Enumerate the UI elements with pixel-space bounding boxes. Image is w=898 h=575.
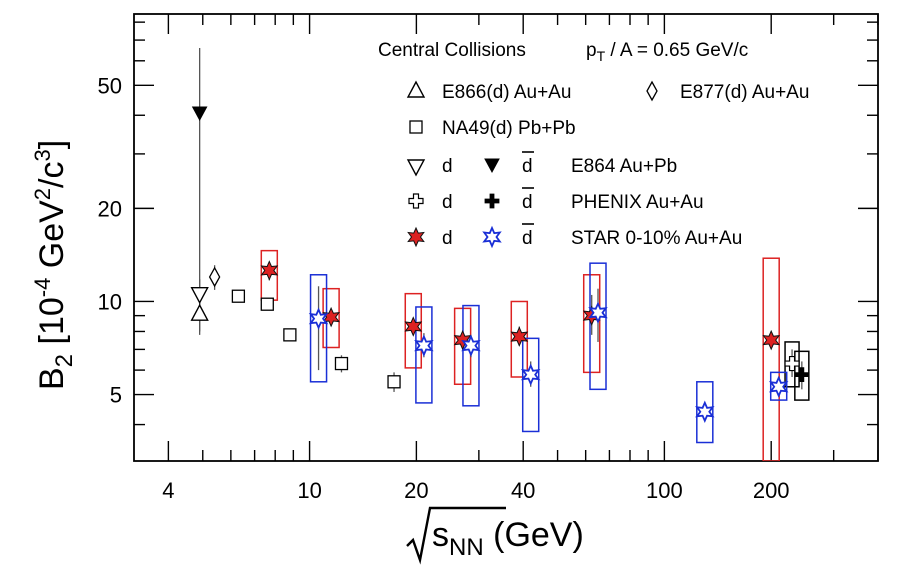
data-point	[322, 306, 340, 328]
systematic-box	[582, 274, 601, 374]
systematic-boxes	[260, 249, 810, 461]
legend-star-d-label: d	[442, 228, 453, 249]
data-point	[260, 260, 279, 281]
y-axis-title-rest2: GeV	[33, 200, 71, 278]
x-tick-label: 200	[753, 478, 790, 503]
x-axis-title-text: sNN (GeV)	[432, 516, 584, 561]
x-tick-labels: 4 10 20 40 100 200	[162, 478, 789, 503]
systematic-box	[510, 300, 529, 378]
systematic-box	[309, 274, 328, 383]
data-point	[784, 355, 800, 372]
legend-symbol-e866	[406, 80, 426, 98]
legend-symbol-phenix-dbar	[484, 193, 500, 209]
legend-e864-d-label: d	[442, 156, 453, 177]
plot-frame	[133, 13, 879, 462]
data-markers	[190, 106, 810, 423]
data-point	[260, 297, 274, 311]
systematic-box	[462, 304, 480, 407]
y-axis-title: B2 [10-4 GeV2/c3]	[30, 140, 78, 390]
systematic-box	[696, 381, 714, 444]
systematic-box	[521, 337, 540, 433]
data-point	[283, 328, 297, 342]
legend-symbol-na49	[409, 120, 423, 134]
legend-symbol-phenix-d	[408, 193, 424, 209]
data-point	[308, 307, 329, 330]
y-axis-title-sup1: -4	[30, 278, 55, 298]
data-point	[190, 286, 209, 305]
y-tick-labels: 5 10 20 50	[98, 73, 122, 407]
data-point	[510, 326, 529, 347]
x-tick-label: 40	[511, 478, 535, 503]
legend-phenix-dbar-label: d	[522, 192, 533, 213]
legend-symbol-e864-d	[406, 159, 426, 177]
legend-symbol-e864-dbar	[484, 158, 500, 174]
legend-header-pt: p	[586, 40, 597, 61]
axis-ticks	[134, 14, 879, 461]
legend-header: Central Collisions pT / A = 0.65 GeV/c	[378, 40, 748, 64]
y-tick-label: 10	[98, 289, 122, 314]
data-point	[404, 316, 423, 337]
y-axis-title-main: B	[33, 367, 71, 390]
systematic-box	[415, 306, 433, 404]
legend-star-label: STAR 0-10% Au+Au	[571, 228, 742, 249]
y-axis-title-rest1: [10	[33, 297, 71, 354]
legend-e864-label: E864 Au+Pb	[571, 156, 677, 177]
x-axis-title-main: s	[432, 516, 449, 554]
y-axis-title-sup3: 3	[30, 149, 55, 161]
y-tick-label: 20	[98, 196, 122, 221]
systematic-box	[589, 262, 607, 391]
legend-e877-label: E877(d) Au+Au	[680, 82, 809, 103]
data-point	[695, 400, 715, 423]
x-tick-label: 4	[162, 478, 174, 503]
legend-header-left: Central Collisions	[378, 40, 526, 61]
data-point	[794, 367, 810, 383]
legend-e864-dbar-label: d	[522, 156, 533, 177]
systematic-box	[762, 257, 780, 461]
y-axis-title-rest4: ]	[33, 140, 71, 149]
data-point	[190, 303, 209, 321]
data-point	[334, 356, 349, 371]
legend-header-right: / A = 0.65 GeV/c	[605, 40, 748, 61]
x-axis-title: sNN (GeV)	[406, 506, 584, 565]
legend-header-pt-sub: T	[597, 48, 606, 64]
data-point	[461, 334, 481, 357]
legend-symbol-e877	[646, 80, 658, 102]
x-tick-label: 20	[404, 478, 428, 503]
y-axis-title-sup2: 2	[30, 188, 55, 200]
y-axis-title-rest3: /c	[33, 161, 71, 187]
x-tick-label: 10	[297, 478, 321, 503]
x-axis-title-post: (GeV)	[484, 516, 584, 554]
y-axis-title-sub: 2	[51, 354, 78, 367]
data-point	[588, 301, 608, 324]
legend-symbol-star-dbar	[482, 225, 502, 249]
legend-phenix-label: PHENIX Au+Au	[571, 192, 704, 213]
data-point	[208, 266, 221, 288]
legend-symbols	[406, 80, 658, 249]
data-point	[387, 375, 401, 389]
legend-e866-label: E866(d) Au+Au	[442, 82, 571, 103]
x-axis-title-sub: NN	[449, 534, 484, 561]
systematic-box	[769, 371, 788, 401]
data-point	[520, 363, 541, 386]
data-point	[414, 334, 434, 357]
legend: Central Collisions pT / A = 0.65 GeV/c E…	[378, 40, 809, 249]
y-tick-label: 50	[98, 73, 122, 98]
legend-symbol-star-d	[407, 226, 425, 248]
y-tick-label: 5	[110, 383, 122, 408]
legend-na49-label: NA49(d) Pb+Pb	[442, 118, 576, 139]
legend-star-dbar-label: d	[522, 228, 533, 249]
data-point	[191, 106, 208, 121]
x-tick-label: 100	[646, 478, 683, 503]
legend-phenix-d-label: d	[442, 192, 453, 213]
sqrt-sign	[406, 506, 506, 565]
data-point	[762, 329, 781, 351]
data-point	[231, 289, 246, 303]
data-point	[768, 375, 789, 398]
